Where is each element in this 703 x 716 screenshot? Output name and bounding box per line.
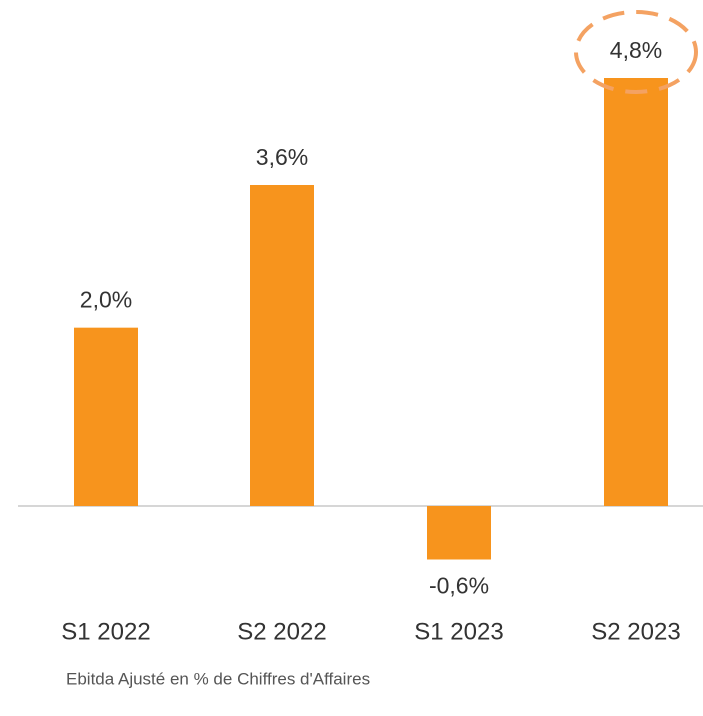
x-tick-label: S1 2022 — [61, 618, 150, 645]
bar — [250, 185, 314, 506]
value-label: -0,6% — [429, 573, 489, 599]
value-label: 2,0% — [80, 287, 132, 313]
caption: Ebitda Ajusté en % de Chiffres d'Affaire… — [66, 669, 370, 688]
bar — [74, 327, 138, 506]
x-tick-label: S2 2022 — [237, 618, 326, 645]
bar — [604, 78, 668, 506]
x-tick-label: S1 2023 — [414, 618, 503, 645]
value-label: 4,8% — [610, 37, 662, 63]
bar — [427, 506, 491, 560]
x-tick-label: S2 2023 — [591, 618, 680, 645]
highlight-circle — [574, 10, 698, 94]
value-label: 3,6% — [256, 144, 308, 170]
